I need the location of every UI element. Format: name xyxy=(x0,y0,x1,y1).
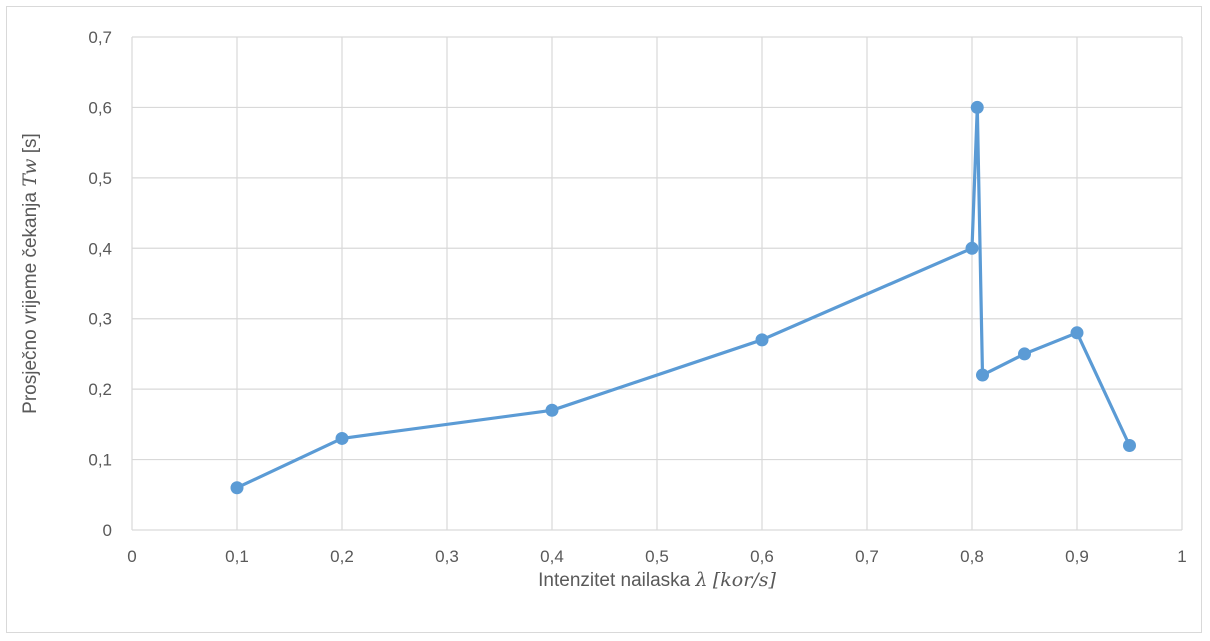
x-tick-label: 0,9 xyxy=(1065,547,1089,566)
x-axis-title-prefix: Intenzitet nailaska xyxy=(538,570,695,591)
y-axis-title-unit: [s] xyxy=(20,133,41,153)
y-axis-title-symbol: Tw xyxy=(19,159,41,187)
x-axis-ticks: 0 0,1 0,2 0,3 0,4 0,5 0,6 0,7 0,8 0,9 1 xyxy=(127,547,1186,566)
y-tick-label: 0,6 xyxy=(88,98,112,117)
y-tick-label: 0,3 xyxy=(88,310,112,329)
data-point xyxy=(755,333,769,347)
data-point xyxy=(965,241,979,255)
x-tick-label: 0 xyxy=(127,547,136,566)
y-tick-label: 0,1 xyxy=(88,451,112,470)
gridlines xyxy=(131,36,1183,531)
data-point xyxy=(335,431,349,445)
data-point xyxy=(1018,347,1031,361)
y-axis-title-prefix: Prosječno vrijeme čekanja xyxy=(20,187,41,414)
x-axis-title-unit: [kor/s] xyxy=(713,569,777,591)
data-point xyxy=(1123,438,1136,452)
x-tick-label: 0,8 xyxy=(960,547,984,566)
x-axis-title: Intenzitet nailaska λ [kor/s] xyxy=(538,569,776,591)
x-axis-title-symbol: λ xyxy=(695,569,708,591)
x-tick-label: 0,3 xyxy=(435,547,459,566)
y-axis-ticks: 0 0,1 0,2 0,3 0,4 0,5 0,6 0,7 xyxy=(88,28,112,540)
data-point xyxy=(230,481,244,495)
x-tick-label: 0,6 xyxy=(750,547,774,566)
chart-frame xyxy=(6,6,1202,633)
series-layer xyxy=(230,100,1136,495)
y-tick-label: 0,5 xyxy=(88,169,112,188)
series-line xyxy=(235,105,1132,490)
x-tick-label: 0,2 xyxy=(330,547,354,566)
y-tick-label: 0,4 xyxy=(88,239,112,258)
y-axis-title: Prosječno vrijeme čekanja Tw [s] xyxy=(19,133,41,414)
x-tick-label: 0,4 xyxy=(540,547,564,566)
x-tick-label: 0,5 xyxy=(645,547,669,566)
y-tick-label: 0 xyxy=(103,521,112,540)
data-point xyxy=(1070,326,1084,340)
data-point xyxy=(545,403,559,417)
x-tick-label: 1 xyxy=(1177,547,1186,566)
data-point xyxy=(970,100,984,114)
y-tick-label: 0,2 xyxy=(88,380,112,399)
x-tick-label: 0,7 xyxy=(855,547,879,566)
x-tick-label: 0,1 xyxy=(225,547,249,566)
y-tick-label: 0,7 xyxy=(88,28,112,47)
data-point xyxy=(976,368,989,382)
